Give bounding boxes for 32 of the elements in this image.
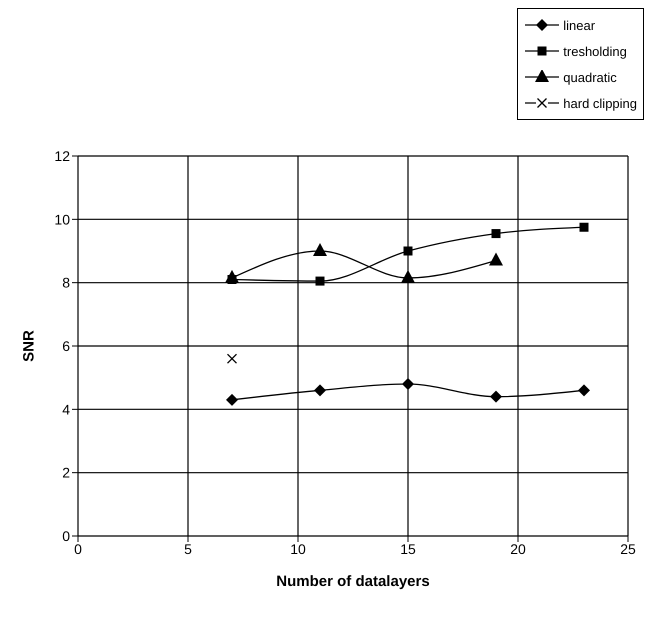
x-tick-label: 0 — [74, 540, 82, 557]
point — [316, 276, 324, 286]
point — [578, 384, 590, 396]
x-tick-label: 20 — [510, 540, 526, 557]
legend-label: linear — [563, 18, 596, 32]
point — [490, 390, 502, 403]
point — [313, 243, 327, 256]
y-axis-title: SNR — [20, 330, 38, 362]
y-tick-label: 2 — [62, 464, 70, 481]
point — [401, 270, 415, 283]
point — [580, 222, 588, 232]
y-tick-label: 6 — [62, 338, 70, 354]
y-tick-label: 8 — [62, 274, 70, 291]
legend-label: hard clipping — [563, 96, 637, 110]
point — [492, 229, 500, 238]
y-tick-label: 4 — [62, 401, 70, 418]
point — [226, 394, 238, 406]
y-tick-label: 12 — [54, 148, 70, 164]
x-axis-title: Number of datalayers — [276, 573, 430, 590]
point — [226, 354, 238, 364]
legend-label: tresholding — [563, 44, 627, 58]
y-tick-label: 0 — [62, 528, 70, 544]
point — [489, 252, 503, 266]
x-tick-label: 15 — [400, 540, 416, 557]
x-tick-label: 5 — [184, 540, 192, 557]
point — [314, 384, 326, 396]
x-tick-label: 25 — [620, 540, 636, 557]
x-tick-label: 10 — [290, 540, 306, 557]
y-tick-label: 10 — [54, 211, 70, 228]
legend-label: quadratic — [563, 70, 617, 84]
point — [402, 378, 414, 390]
point — [404, 246, 412, 256]
